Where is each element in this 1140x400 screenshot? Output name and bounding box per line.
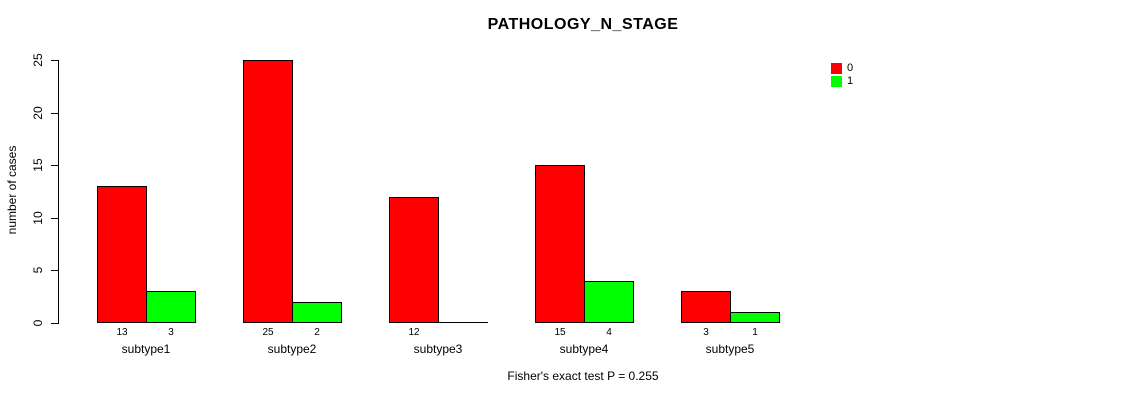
bar-subtype5-series1	[730, 312, 780, 323]
legend-label-1: 1	[847, 74, 854, 87]
bar-subtype4-series1	[584, 281, 634, 323]
y-tick-mark	[51, 323, 58, 324]
y-tick-label: 20	[31, 106, 45, 120]
legend-label-0: 0	[847, 61, 854, 74]
y-tick-mark	[51, 165, 58, 166]
category-label-subtype1: subtype1	[121, 342, 171, 356]
y-tick-mark	[51, 60, 58, 61]
zero-bar-subtype3-series1	[438, 322, 488, 323]
bar-subtype2-series1	[292, 302, 342, 323]
y-axis-line	[58, 60, 59, 324]
y-tick-label: 15	[31, 158, 45, 172]
bar-value-label: 12	[408, 327, 420, 338]
category-label-subtype2: subtype2	[267, 342, 317, 356]
bar-value-label: 15	[554, 327, 566, 338]
legend-swatch-red	[831, 62, 842, 74]
y-tick-mark	[51, 218, 58, 219]
y-tick-label: 25	[31, 53, 45, 67]
y-tick-mark	[51, 113, 58, 114]
stat-test-note: Fisher's exact test P = 0.255	[507, 369, 659, 383]
bar-subtype1-series1	[146, 291, 196, 323]
bar-subtype5-series0	[681, 291, 731, 323]
y-axis-title: number of cases	[5, 145, 19, 235]
legend-entry-1: 1	[831, 75, 853, 87]
legend: 0 1	[831, 62, 853, 88]
bar-subtype1-series0	[97, 186, 147, 323]
category-label-subtype3: subtype3	[413, 342, 463, 356]
legend-entry-0: 0	[831, 62, 853, 74]
bar-value-label: 3	[703, 327, 709, 338]
bar-value-label: 2	[314, 327, 320, 338]
bar-value-label: 4	[606, 327, 612, 338]
bar-value-label: 3	[168, 327, 174, 338]
y-tick-label: 10	[31, 211, 45, 225]
legend-swatch-green	[831, 75, 842, 87]
y-tick-label: 5	[31, 266, 45, 274]
bar-subtype3-series0	[389, 197, 439, 323]
category-label-subtype5: subtype5	[705, 342, 755, 356]
bar-subtype2-series0	[243, 60, 293, 323]
bar-value-label: 1	[752, 327, 758, 338]
bar-subtype4-series0	[535, 165, 585, 323]
y-tick-mark	[51, 270, 58, 271]
category-label-subtype4: subtype4	[559, 342, 609, 356]
bar-value-label: 25	[262, 327, 274, 338]
bar-value-label: 13	[116, 327, 128, 338]
chart-title: PATHOLOGY_N_STAGE	[487, 16, 679, 33]
y-tick-label: 0	[31, 319, 45, 327]
